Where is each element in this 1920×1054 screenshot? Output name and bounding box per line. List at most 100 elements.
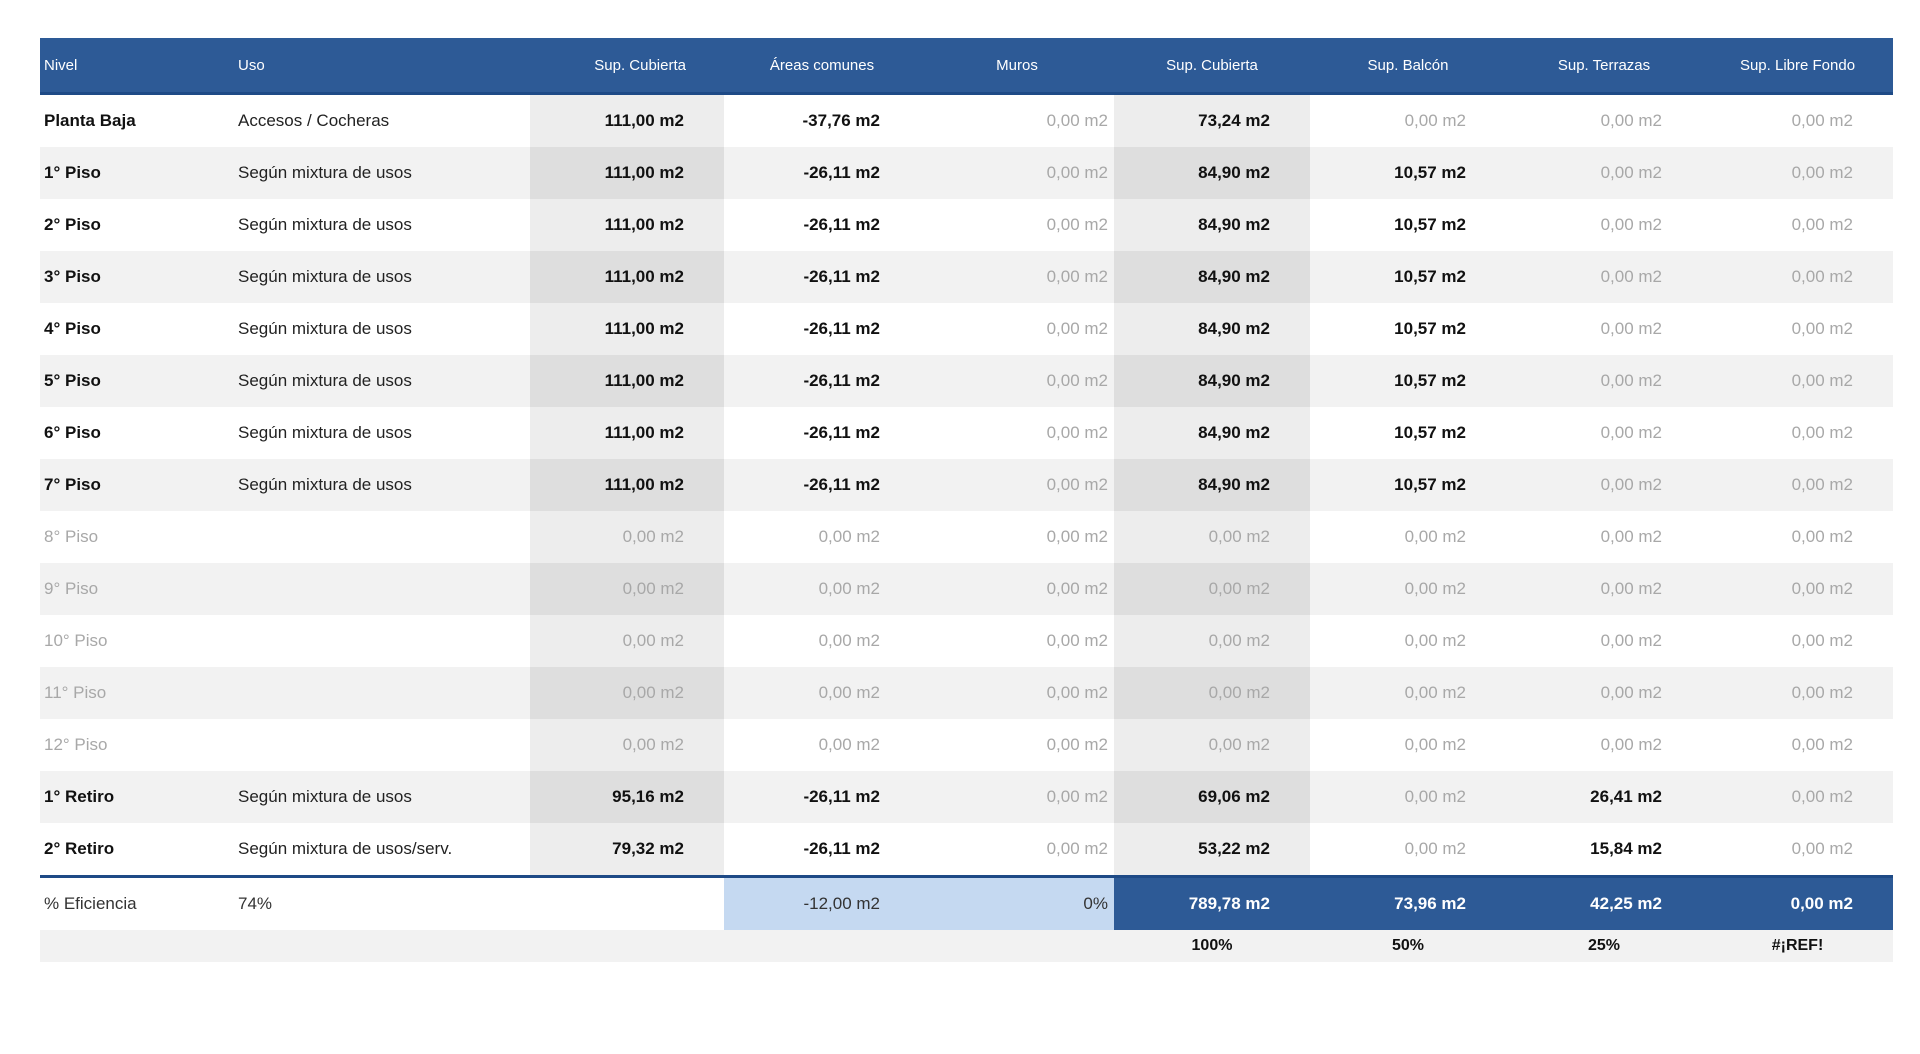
cell-nivel[interactable]: 3° Piso [40,251,234,303]
cell-sup-balcon[interactable]: 0,00 m2 [1310,667,1506,719]
cell-sup-balcon[interactable]: 10,57 m2 [1310,199,1506,251]
cell-sup-cubierta-neta[interactable]: 84,90 m2 [1114,407,1310,459]
cell-sup-cubierta[interactable]: 111,00 m2 [530,251,724,303]
cell-sup-cubierta[interactable]: 0,00 m2 [530,563,724,615]
summary-empty[interactable] [530,877,724,931]
cell-sup-cubierta[interactable]: 79,32 m2 [530,823,724,877]
cell-areas-comunes[interactable]: 0,00 m2 [724,563,920,615]
cell-muros[interactable]: 0,00 m2 [920,251,1114,303]
header-sup-balcon[interactable]: Sup. Balcón [1310,38,1506,94]
cell-nivel[interactable]: 4° Piso [40,303,234,355]
cell-areas-comunes[interactable]: 0,00 m2 [724,719,920,771]
cell-uso[interactable]: Según mixtura de usos [234,459,530,511]
cell-sup-terrazas[interactable]: 0,00 m2 [1506,511,1702,563]
cell-nivel[interactable]: 11° Piso [40,667,234,719]
cell-nivel[interactable]: 9° Piso [40,563,234,615]
cell-sup-terrazas[interactable]: 0,00 m2 [1506,615,1702,667]
cell-sup-cubierta-neta[interactable]: 84,90 m2 [1114,355,1310,407]
header-sup-cubierta[interactable]: Sup. Cubierta [530,38,724,94]
cell-muros[interactable]: 0,00 m2 [920,303,1114,355]
cell-muros[interactable]: 0,00 m2 [920,719,1114,771]
cell-sup-cubierta[interactable]: 111,00 m2 [530,303,724,355]
cell-sup-cubierta-neta[interactable]: 0,00 m2 [1114,563,1310,615]
cell-sup-libre-fondo[interactable]: 0,00 m2 [1702,563,1893,615]
cell-sup-cubierta[interactable]: 111,00 m2 [530,199,724,251]
cell-sup-cubierta-neta[interactable]: 84,90 m2 [1114,199,1310,251]
cell-sup-cubierta-neta[interactable]: 0,00 m2 [1114,667,1310,719]
cell-sup-cubierta-neta[interactable]: 0,00 m2 [1114,719,1310,771]
header-sup-cubierta-neta[interactable]: Sup. Cubierta [1114,38,1310,94]
cell-sup-balcon[interactable]: 0,00 m2 [1310,511,1506,563]
cell-sup-cubierta[interactable]: 111,00 m2 [530,459,724,511]
cell-sup-cubierta-neta[interactable]: 84,90 m2 [1114,459,1310,511]
cell-muros[interactable]: 0,00 m2 [920,355,1114,407]
summary-muros[interactable]: 0% [920,877,1114,931]
cell-uso[interactable] [234,511,530,563]
net-surface-label[interactable]: Superficie Homogeneizada Neta [1114,962,1702,1014]
cell-muros[interactable]: 0,00 m2 [920,615,1114,667]
cell-uso[interactable] [234,719,530,771]
cell-muros[interactable]: 0,00 m2 [920,667,1114,719]
cell-muros[interactable]: 0,00 m2 [920,199,1114,251]
header-sup-terrazas[interactable]: Sup. Terrazas [1506,38,1702,94]
cell-muros[interactable]: 0,00 m2 [920,407,1114,459]
header-muros[interactable]: Muros [920,38,1114,94]
cell-sup-balcon[interactable]: 10,57 m2 [1310,251,1506,303]
cell-muros[interactable]: 0,00 m2 [920,771,1114,823]
cell-sup-libre-fondo[interactable]: 0,00 m2 [1702,615,1893,667]
cell-nivel[interactable]: 6° Piso [40,407,234,459]
cell-sup-terrazas[interactable]: 26,41 m2 [1506,771,1702,823]
cell-sup-cubierta[interactable]: 111,00 m2 [530,94,724,148]
cell-sup-terrazas[interactable]: 0,00 m2 [1506,94,1702,148]
cell-sup-libre-fondo[interactable]: 0,00 m2 [1702,719,1893,771]
cell-sup-cubierta-neta[interactable]: 53,22 m2 [1114,823,1310,877]
cell-uso[interactable] [234,667,530,719]
cell-areas-comunes[interactable]: -26,11 m2 [724,459,920,511]
cell-sup-terrazas[interactable]: 0,00 m2 [1506,667,1702,719]
cell-nivel[interactable]: 10° Piso [40,615,234,667]
cell-sup-libre-fondo[interactable]: 0,00 m2 [1702,667,1893,719]
cell-uso[interactable]: Según mixtura de usos [234,407,530,459]
cell-sup-libre-fondo[interactable]: 0,00 m2 [1702,823,1893,877]
cell-nivel[interactable]: 12° Piso [40,719,234,771]
cell-uso[interactable]: Según mixtura de usos [234,199,530,251]
cell-sup-cubierta[interactable]: 0,00 m2 [530,667,724,719]
cell-muros[interactable]: 0,00 m2 [920,563,1114,615]
cell-sup-balcon[interactable]: 0,00 m2 [1310,823,1506,877]
cell-sup-libre-fondo[interactable]: 0,00 m2 [1702,771,1893,823]
cell-areas-comunes[interactable]: -26,11 m2 [724,823,920,877]
cell-areas-comunes[interactable]: -26,11 m2 [724,771,920,823]
cell-sup-terrazas[interactable]: 0,00 m2 [1506,355,1702,407]
cell-sup-terrazas[interactable]: 0,00 m2 [1506,719,1702,771]
cell-sup-cubierta-neta[interactable]: 69,06 m2 [1114,771,1310,823]
cell-areas-comunes[interactable]: -26,11 m2 [724,147,920,199]
cell-sup-libre-fondo[interactable]: 0,00 m2 [1702,511,1893,563]
cell-uso[interactable]: Accesos / Cocheras [234,94,530,148]
cell-areas-comunes[interactable]: -26,11 m2 [724,407,920,459]
cell-nivel[interactable]: 1° Piso [40,147,234,199]
cell-nivel[interactable]: Planta Baja [40,94,234,148]
cell-muros[interactable]: 0,00 m2 [920,823,1114,877]
summary-sup-libre-fondo[interactable]: 0,00 m2 [1702,877,1893,931]
header-nivel[interactable]: Nivel [40,38,234,94]
cell-nivel[interactable]: 5° Piso [40,355,234,407]
cell-sup-cubierta-neta[interactable]: 0,00 m2 [1114,615,1310,667]
header-uso[interactable]: Uso [234,38,530,94]
cell-nivel[interactable]: 7° Piso [40,459,234,511]
summary-sup-balcon[interactable]: 73,96 m2 [1310,877,1506,931]
cell-sup-balcon[interactable]: 10,57 m2 [1310,303,1506,355]
pct-sup-balcon[interactable]: 50% [1310,930,1506,962]
cell-nivel[interactable]: 1° Retiro [40,771,234,823]
cell-uso[interactable] [234,563,530,615]
cell-sup-libre-fondo[interactable]: 0,00 m2 [1702,199,1893,251]
cell-uso[interactable] [234,615,530,667]
cell-areas-comunes[interactable]: 0,00 m2 [724,667,920,719]
cell-sup-balcon[interactable]: 10,57 m2 [1310,355,1506,407]
summary-sup-cubierta[interactable]: 789,78 m2 [1114,877,1310,931]
cell-uso[interactable]: Según mixtura de usos [234,303,530,355]
cell-muros[interactable]: 0,00 m2 [920,147,1114,199]
pct-sup-cubierta[interactable]: 100% [1114,930,1310,962]
cell-sup-cubierta-neta[interactable]: 73,24 m2 [1114,94,1310,148]
cell-areas-comunes[interactable]: -26,11 m2 [724,251,920,303]
summary-sup-terrazas[interactable]: 42,25 m2 [1506,877,1702,931]
